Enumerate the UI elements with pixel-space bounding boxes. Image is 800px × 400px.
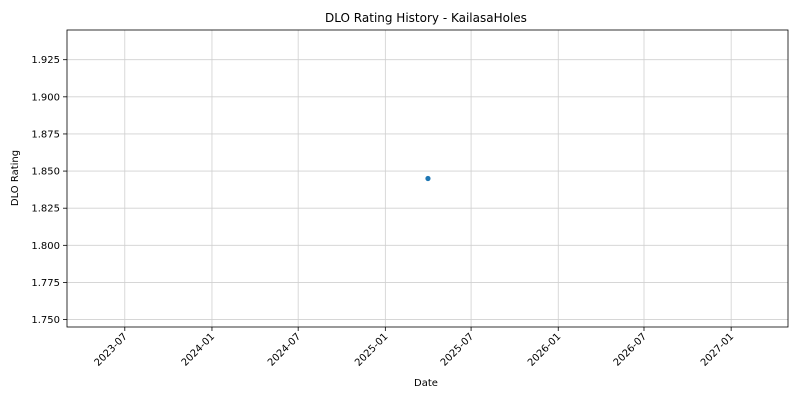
x-tick-label: 2025-07: [439, 331, 476, 368]
x-tick-label: 2024-01: [180, 331, 217, 368]
y-tick-label: 1.900: [31, 92, 60, 103]
data-points: [425, 175, 431, 182]
x-tick-label: 2025-01: [353, 331, 390, 368]
y-tick-label: 1.850: [31, 167, 60, 178]
y-tick-label: 1.775: [31, 278, 60, 289]
chart-title: DLO Rating History - KailasaHoles: [325, 11, 527, 25]
x-tick-label: 2026-07: [612, 331, 649, 368]
x-tick-label: 2027-01: [699, 331, 736, 368]
y-axis-label: DLO Rating: [10, 150, 21, 206]
x-tick-label: 2024-07: [266, 331, 303, 368]
data-point: [425, 175, 431, 182]
y-tick-label: 1.925: [31, 55, 60, 66]
x-tick-label: 2023-07: [93, 331, 130, 368]
plot-frame: [66, 29, 789, 328]
y-tick-label: 1.825: [31, 204, 60, 215]
x-axis: 2023-07 2024-01 2024-07 2025-01 2025-07 2026-…: [93, 327, 736, 369]
y-axis: 1.750 1.775 1.800 1.825 1.850 1.875 1.900 1.925: [31, 55, 67, 326]
y-tick-label: 1.750: [31, 315, 60, 326]
grid: [67, 30, 788, 327]
y-tick-label: 1.875: [31, 129, 60, 140]
x-tick-label: 2026-01: [526, 331, 563, 368]
y-tick-label: 1.800: [31, 241, 60, 252]
x-axis-label: Date: [414, 378, 438, 389]
